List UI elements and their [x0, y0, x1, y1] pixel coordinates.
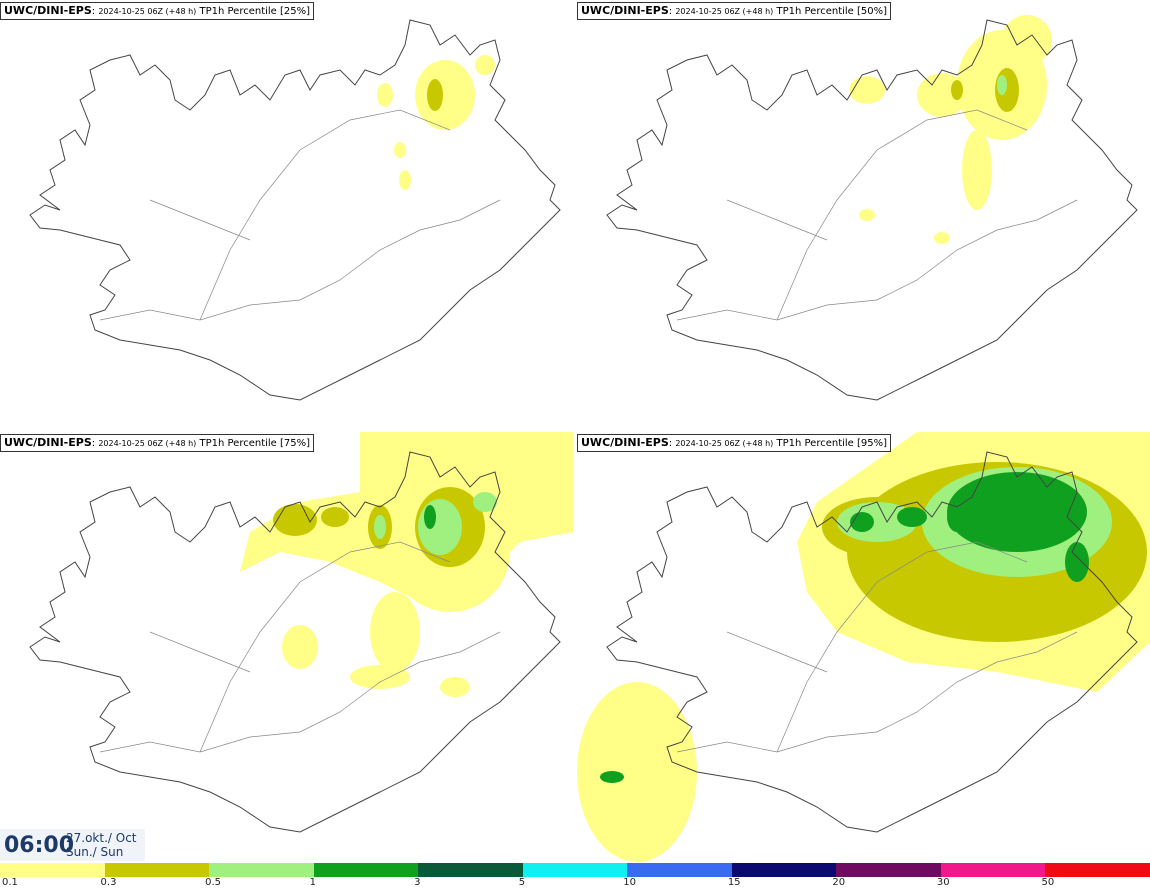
model-name: UWC/DINI-EPS: [4, 4, 92, 17]
map-svg: [577, 432, 1150, 862]
valid-time: 06:00: [4, 833, 75, 858]
legend-label: 0.5: [205, 877, 221, 888]
model-name: UWC/DINI-EPS: [581, 4, 669, 17]
legend-label: 15: [727, 877, 741, 888]
legend-swatch: [0, 863, 106, 877]
road-network: [676, 541, 1078, 753]
legend-label: 20: [832, 877, 846, 888]
field-name: TP1h Percentile [50%]: [776, 6, 888, 17]
coastline: [606, 451, 1138, 833]
precip-layer: [377, 55, 495, 190]
road-network: [99, 109, 501, 321]
run-time: 2024-10-25 06Z (+48 h): [98, 7, 197, 16]
precip-layer: [849, 15, 1052, 244]
precip-layer: [577, 432, 1150, 862]
legend-swatch: [836, 863, 942, 877]
legend-swatch: [1045, 863, 1150, 877]
run-time: 2024-10-25 06Z (+48 h): [98, 439, 197, 448]
valid-time-box: 06:00 27.okt./ Oct Sun./ Sun: [0, 829, 145, 861]
map-panel-p25: UWC/DINI-EPS: 2024-10-25 06Z (+48 h) TP1…: [0, 0, 573, 430]
field-name: TP1h Percentile [25%]: [199, 6, 311, 17]
legend-swatch: [209, 863, 315, 877]
map-svg: [29, 432, 573, 833]
coastline: [29, 451, 561, 833]
valid-date: 27.okt./ Oct Sun./ Sun: [66, 831, 137, 859]
legend-swatch: [313, 863, 419, 877]
date-line-2: Sun./ Sun: [66, 845, 124, 859]
map-svg: [29, 19, 561, 401]
coastline: [29, 19, 561, 401]
legend-label: 3: [414, 877, 421, 888]
map-panel-p50: UWC/DINI-EPS: 2024-10-25 06Z (+48 h) TP1…: [577, 0, 1150, 430]
iceland-outline: [29, 19, 561, 401]
map-panel-p75: UWC/DINI-EPS: 2024-10-25 06Z (+48 h) TP1…: [0, 432, 573, 862]
panel-title: UWC/DINI-EPS: 2024-10-25 06Z (+48 h) TP1…: [0, 2, 315, 20]
precip-layer: [240, 432, 573, 697]
model-name: UWC/DINI-EPS: [4, 436, 92, 449]
panel-title: UWC/DINI-EPS: 2024-10-25 06Z (+48 h) TP1…: [577, 2, 892, 20]
panel-title: UWC/DINI-EPS: 2024-10-25 06Z (+48 h) TP1…: [0, 434, 315, 452]
legend-swatch: [522, 863, 628, 877]
road-network: [676, 109, 1078, 321]
iceland-outline: [29, 451, 561, 833]
legend-swatch: [731, 863, 837, 877]
field-name: TP1h Percentile [75%]: [199, 438, 311, 449]
legend-label: 50: [1041, 877, 1055, 888]
legend-swatch: [104, 863, 210, 877]
legend-swatch: [627, 863, 733, 877]
legend-label: 10: [623, 877, 636, 888]
panel-title: UWC/DINI-EPS: 2024-10-25 06Z (+48 h) TP1…: [577, 434, 892, 452]
run-time: 2024-10-25 06Z (+48 h): [675, 7, 774, 16]
field-name: TP1h Percentile [95%]: [776, 438, 888, 449]
legend-label: 5: [518, 877, 526, 888]
legend-label: 1: [309, 877, 316, 888]
legend-swatch: [940, 863, 1046, 877]
legend-label: 30: [936, 877, 950, 888]
legend-label: 0.1: [2, 877, 18, 888]
color-legend: 0.1 0.3 0.5 1 3 5 10 15 20 30 50: [0, 863, 1150, 891]
iceland-outline: [606, 451, 1138, 833]
map-panel-p95: UWC/DINI-EPS: 2024-10-25 06Z (+48 h) TP1…: [577, 432, 1150, 862]
legend-swatch: [418, 863, 524, 877]
coastline: [606, 19, 1138, 401]
model-name: UWC/DINI-EPS: [581, 436, 669, 449]
road-network: [99, 541, 501, 753]
legend-label: 0.3: [100, 877, 117, 888]
map-svg: [606, 15, 1138, 401]
date-line-1: 27.okt./ Oct: [66, 831, 137, 845]
iceland-outline: [606, 19, 1138, 401]
run-time: 2024-10-25 06Z (+48 h): [675, 439, 774, 448]
